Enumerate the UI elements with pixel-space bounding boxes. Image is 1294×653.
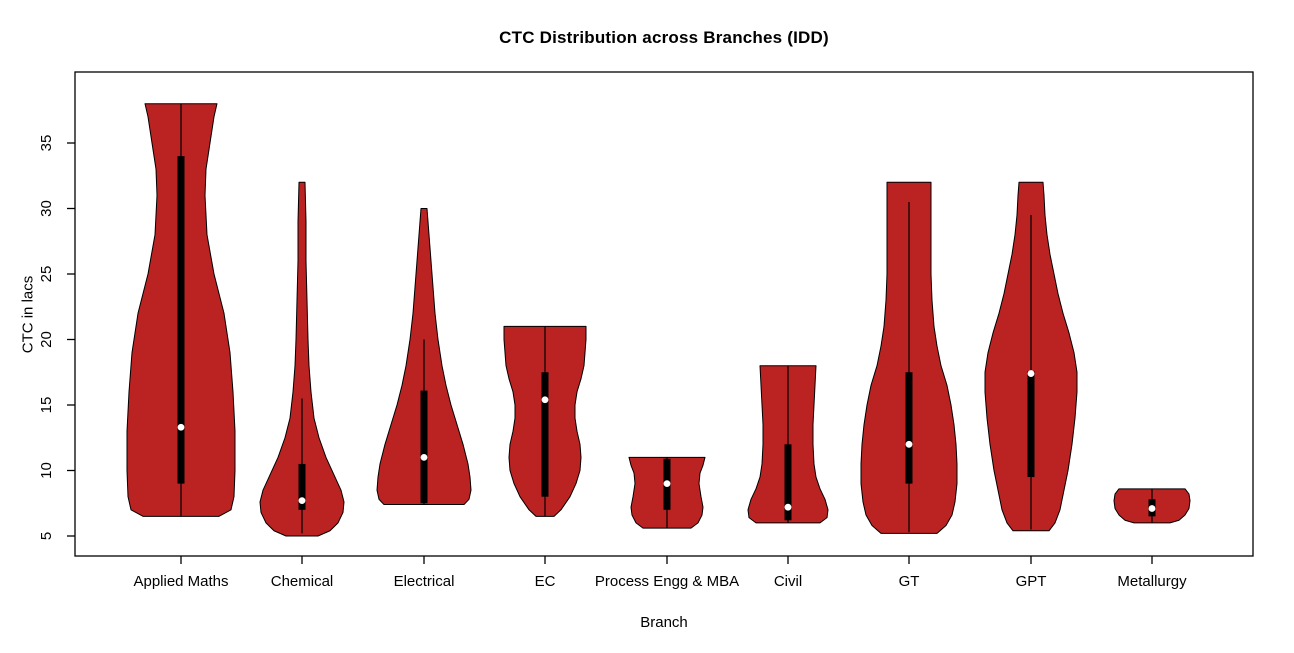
y-tick-label: 20: [38, 331, 55, 348]
median-dot: [420, 454, 428, 461]
median-dot: [663, 480, 671, 487]
median-dot: [177, 423, 185, 431]
median-dot: [905, 440, 913, 448]
x-category-label: Electrical: [394, 573, 455, 590]
y-tick-label: 15: [38, 397, 55, 414]
median-dot: [298, 497, 306, 505]
y-tick-label: 10: [38, 462, 55, 479]
iqr-box: [541, 372, 549, 497]
iqr-box: [177, 156, 185, 484]
median-dot: [1148, 505, 1156, 512]
iqr-box: [298, 463, 306, 510]
x-category-label: Metallurgy: [1117, 573, 1187, 590]
median-dot: [784, 503, 792, 511]
y-tick-label: 30: [38, 200, 55, 217]
x-axis-title: Branch: [640, 614, 688, 631]
y-tick-label: 5: [38, 532, 55, 540]
iqr-box: [784, 444, 792, 521]
x-category-label: GPT: [1016, 573, 1047, 590]
x-category-label: EC: [535, 573, 556, 590]
iqr-box: [905, 372, 913, 484]
iqr-box: [1027, 370, 1035, 478]
x-category-label: Process Engg & MBA: [595, 573, 739, 590]
x-category-label: GT: [899, 573, 920, 590]
violin-chemical: [259, 181, 345, 537]
x-category-label: Civil: [774, 573, 802, 590]
x-category-label: Chemical: [271, 573, 334, 590]
plot-border: [74, 71, 1254, 557]
chart-title: CTC Distribution across Branches (IDD): [499, 28, 829, 47]
y-tick-label: 35: [38, 135, 55, 152]
iqr-box: [420, 390, 428, 504]
median-dot: [541, 396, 549, 404]
median-dot: [1027, 370, 1035, 377]
y-tick-label: 25: [38, 266, 55, 283]
x-category-label: Applied Maths: [133, 573, 228, 590]
